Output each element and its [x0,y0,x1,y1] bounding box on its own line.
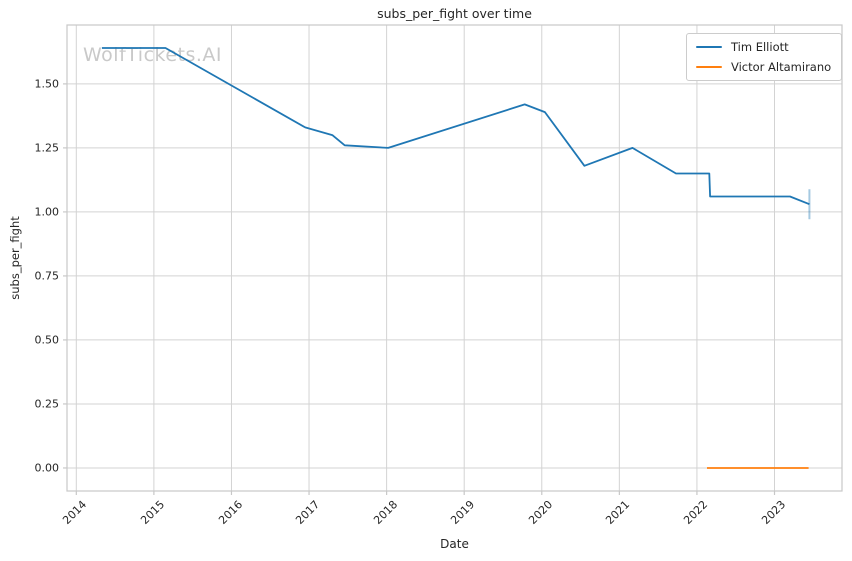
y-tick-label: 0.50 [34,333,60,347]
y-tick-label: 0.25 [34,397,60,411]
legend: Tim Elliott Victor Altamirano [686,33,843,81]
chart-title: subs_per_fight over time [377,6,532,21]
legend-item-tim-elliott: Tim Elliott [696,40,831,54]
y-tick-label: 0.75 [34,269,60,283]
y-axis-label: subs_per_fight [8,216,22,300]
legend-line-sample [696,65,722,69]
y-tick-label: 0.00 [34,461,60,475]
plot-border [66,24,843,492]
legend-item-label: Tim Elliott [731,40,789,54]
series-line-tim-elliott [101,47,810,206]
legend-item-victor-altamirano: Victor Altamirano [696,60,831,74]
y-tick-label: 1.25 [34,141,60,155]
y-tick-label: 1.50 [34,77,60,91]
y-tick-label: 1.00 [34,205,60,219]
legend-line-sample [696,45,722,49]
x-axis-label: Date [440,537,469,551]
legend-item-label: Victor Altamirano [731,60,832,74]
